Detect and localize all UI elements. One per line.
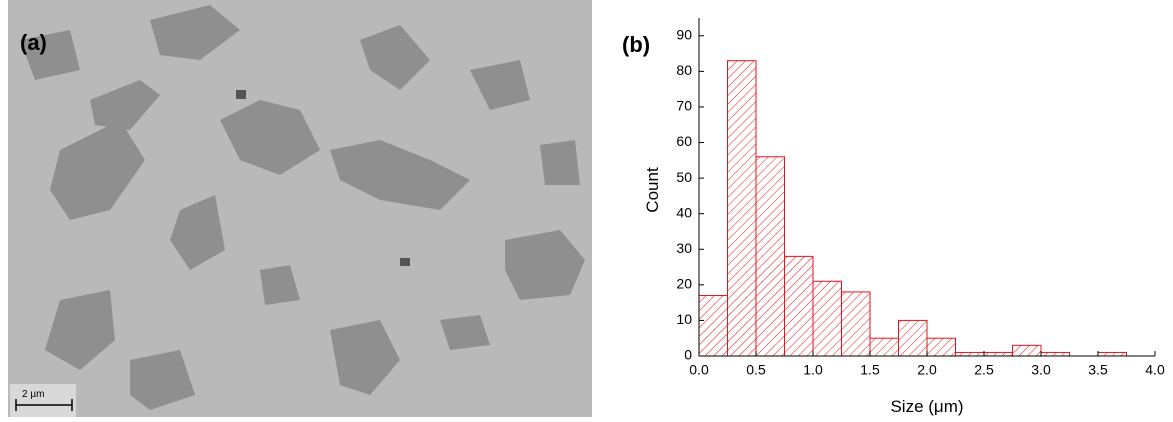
x-tick-label: 0.5 bbox=[746, 362, 766, 378]
y-tick-label: 60 bbox=[676, 133, 692, 149]
bar bbox=[812, 280, 842, 357]
y-tick-label: 40 bbox=[676, 204, 692, 220]
panel-label: (b) bbox=[622, 32, 650, 57]
x-tick-label: 0.0 bbox=[689, 362, 709, 378]
x-tick-label: 1.0 bbox=[803, 362, 823, 378]
bar bbox=[841, 291, 871, 357]
bar bbox=[983, 351, 1013, 357]
x-tick-label: 3.5 bbox=[1088, 362, 1108, 378]
y-tick-label: 30 bbox=[676, 240, 692, 256]
x-tick-label: 2.5 bbox=[974, 362, 994, 378]
bar bbox=[926, 337, 956, 357]
bar bbox=[955, 351, 985, 357]
y-tick-label: 50 bbox=[676, 169, 692, 185]
x-tick-label: 1.5 bbox=[860, 362, 880, 378]
bar bbox=[1097, 351, 1127, 357]
bar bbox=[869, 337, 899, 357]
x-tick-label: 3.0 bbox=[1031, 362, 1051, 378]
y-tick-label: 80 bbox=[676, 62, 692, 78]
x-tick-label: 4.0 bbox=[1145, 362, 1165, 378]
bar bbox=[784, 255, 814, 357]
y-tick-label: 0 bbox=[684, 347, 692, 363]
x-axis-label: Size (μm) bbox=[890, 397, 963, 416]
y-tick-label: 90 bbox=[676, 26, 692, 42]
bar bbox=[698, 295, 728, 357]
sem-image: 2 µm (a) bbox=[8, 0, 592, 417]
scale-bar-label: 2 µm bbox=[22, 389, 44, 400]
bar bbox=[1040, 351, 1070, 357]
bar bbox=[898, 319, 928, 357]
x-tick-label: 2.0 bbox=[917, 362, 937, 378]
y-tick-label: 20 bbox=[676, 276, 692, 292]
bar bbox=[727, 60, 757, 357]
panel-label: (a) bbox=[20, 30, 47, 55]
y-tick-label: 70 bbox=[676, 98, 692, 114]
y-axis-label: Count bbox=[643, 167, 662, 213]
bar bbox=[755, 156, 785, 357]
y-tick-label: 10 bbox=[676, 311, 692, 327]
bar bbox=[1012, 344, 1042, 357]
